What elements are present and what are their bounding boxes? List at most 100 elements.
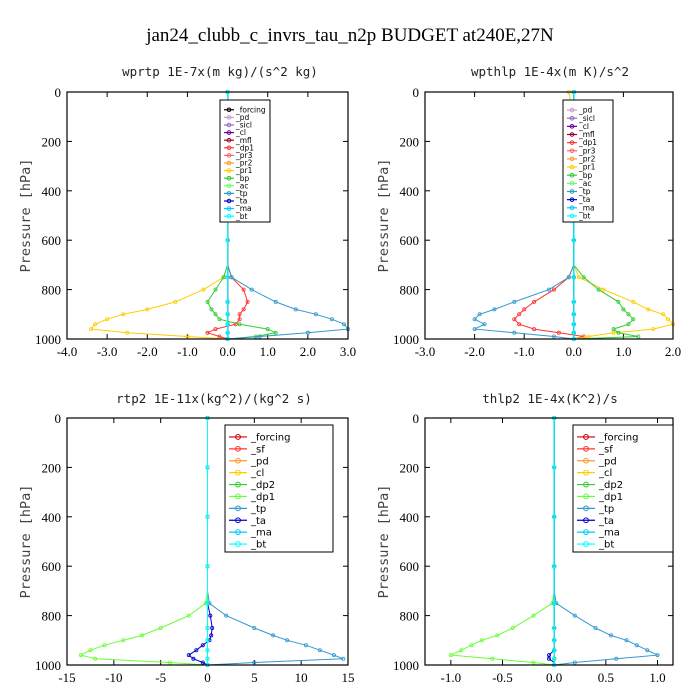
legend-marker xyxy=(235,434,241,440)
data-point xyxy=(479,638,484,643)
data-point xyxy=(616,299,621,304)
legend-marker xyxy=(583,469,589,476)
data-point xyxy=(341,322,346,327)
data-point xyxy=(522,307,527,312)
data-point xyxy=(631,317,636,322)
data-point xyxy=(581,275,586,280)
legend-marker xyxy=(569,213,575,219)
y-axis-label: Pressure [hPa] xyxy=(18,159,34,273)
data-point xyxy=(490,656,495,661)
y-axis-label: Pressure [hPa] xyxy=(376,485,392,599)
data-point xyxy=(200,660,205,665)
legend-label: _cl xyxy=(578,122,589,131)
data-point xyxy=(205,601,210,606)
data-point xyxy=(213,312,218,317)
data-point xyxy=(241,287,246,292)
x-tick-label: 0.0 xyxy=(219,344,235,359)
legend-label: _pr3 xyxy=(235,151,253,160)
data-point xyxy=(645,648,650,653)
data-point xyxy=(79,653,84,658)
legend-marker xyxy=(226,160,232,166)
y-tick-label: 600 xyxy=(400,559,420,574)
legend-marker xyxy=(226,191,232,196)
legend-label: _sicl xyxy=(578,114,595,123)
legend-label: _dp1 xyxy=(578,138,597,147)
y-tick-label: 400 xyxy=(400,184,420,199)
data-point xyxy=(205,656,210,661)
legend-marker xyxy=(226,198,232,204)
data-point xyxy=(581,334,586,339)
data-point xyxy=(200,643,205,648)
legend-label: _cl xyxy=(250,468,264,479)
data-point xyxy=(611,330,616,335)
legend-label: _dp1 xyxy=(250,492,275,503)
data-point xyxy=(646,307,651,312)
legend-label: _pd xyxy=(578,106,593,115)
data-point xyxy=(209,307,214,312)
y-tick-label: 400 xyxy=(400,510,420,525)
legend-marker xyxy=(583,529,589,536)
data-point xyxy=(213,287,218,292)
legend-marker xyxy=(235,517,241,524)
data-point xyxy=(271,633,276,638)
data-point xyxy=(241,307,246,312)
data-point xyxy=(205,514,210,519)
data-point xyxy=(611,327,616,332)
panel-1: wprtp 1E-7x(m kg)/(s^2 kg) Pressure [hPa]… xyxy=(18,64,356,359)
legend-label: _pd xyxy=(598,456,617,467)
data-point xyxy=(552,564,557,569)
legend-label: _dp1 xyxy=(235,143,254,152)
data-point xyxy=(596,287,601,292)
legend: _forcing_sf_pd_cl_dp2_dp1_tp_ta_ma_bt xyxy=(572,424,674,553)
legend-marker xyxy=(569,205,575,211)
data-point xyxy=(313,312,318,317)
legend: _forcing_sf_pd_cl_dp2_dp1_tp_ta_ma_bt xyxy=(224,424,334,553)
legend-marker xyxy=(235,445,241,452)
series-line-dp1 xyxy=(79,418,208,666)
panel-3: rtp2 1E-11x(kg^2)/(kg^2 s) Pressure [hPa]… xyxy=(18,391,355,685)
data-point xyxy=(237,317,242,322)
data-point xyxy=(341,656,346,661)
x-tick-label: 1.0 xyxy=(260,344,276,359)
data-point xyxy=(121,638,126,643)
data-point xyxy=(552,638,557,643)
data-point xyxy=(105,317,110,322)
legend-marker xyxy=(235,457,241,464)
data-point xyxy=(547,653,552,658)
data-point xyxy=(547,656,552,661)
legend-marker xyxy=(226,130,232,135)
legend-label: _dp2 xyxy=(598,480,623,491)
legend-marker xyxy=(569,115,575,121)
legend-label: _dp2 xyxy=(250,480,275,491)
data-point xyxy=(552,648,557,653)
legend-marker xyxy=(583,541,589,547)
legend-label: _cl xyxy=(235,128,246,137)
x-tick-label: -2.0 xyxy=(137,344,158,359)
panel-title: thlp2 1E-4x(K^2)/s xyxy=(482,391,617,406)
data-point xyxy=(571,299,576,304)
legend-label: _bt xyxy=(578,212,591,221)
legend-marker xyxy=(235,529,241,536)
data-point xyxy=(552,287,557,292)
x-tick-label: 1.0 xyxy=(615,344,631,359)
x-tick-label: -1.0 xyxy=(441,670,462,685)
data-point xyxy=(531,660,536,665)
data-point xyxy=(512,299,517,304)
panel-title: wprtp 1E-7x(m kg)/(s^2 kg) xyxy=(122,64,318,79)
y-tick-label: 800 xyxy=(42,283,62,298)
x-tick-label: 3.0 xyxy=(340,344,356,359)
legend-marker xyxy=(583,445,589,452)
legend-marker xyxy=(569,124,575,129)
data-point xyxy=(601,287,606,292)
x-tick-label: -0.5 xyxy=(492,670,513,685)
data-point xyxy=(624,638,629,643)
data-point xyxy=(512,330,517,335)
legend-marker xyxy=(226,145,232,151)
data-point xyxy=(634,643,639,648)
data-point xyxy=(626,322,631,327)
data-point xyxy=(273,299,278,304)
data-point xyxy=(593,626,598,631)
data-point xyxy=(185,334,190,339)
legend-label: _forcing xyxy=(235,105,266,114)
data-point xyxy=(293,307,298,312)
